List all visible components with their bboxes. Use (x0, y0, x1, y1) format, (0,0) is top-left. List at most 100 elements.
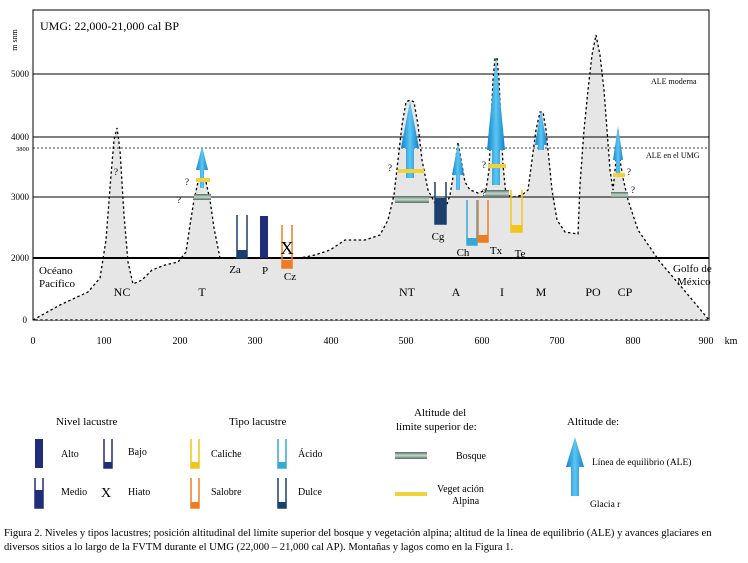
forest-limits (194, 190, 628, 203)
glacier-arrow-m (535, 110, 547, 150)
x-tick-300: 300 (248, 336, 263, 347)
legend-acido-fill (278, 462, 286, 468)
sea-right-line1: Golfo de (673, 263, 712, 275)
terrain-profile (30, 34, 711, 321)
glacier-arrow-t (196, 146, 208, 188)
question-mark: ? (388, 163, 392, 173)
lake-za-level (237, 250, 247, 258)
lake-tx-level (478, 235, 488, 242)
lake-te-level (511, 225, 522, 232)
legend-lake-type: Tipo lacustre Caliche Ácido Salobre Dulc… (190, 416, 322, 509)
forest-limit-i (485, 190, 509, 197)
x-tick-100: 100 (97, 336, 112, 347)
alpine-limit-nt (398, 169, 424, 173)
legend-dulce-fill (278, 502, 286, 508)
y-tick-0: 0 (23, 315, 28, 325)
x-tick-800: 800 (626, 336, 641, 347)
question-mark: ? (114, 167, 118, 177)
alpine-limit-i (488, 164, 506, 168)
mountain-label: I (500, 285, 504, 299)
question-mark: ? (627, 167, 631, 177)
x-unit: km (725, 336, 738, 347)
x-tick-400: 400 (324, 336, 339, 347)
x-tick-700: 700 (550, 336, 565, 347)
mountain-label: CP (618, 285, 633, 299)
y-axis-label: m snm (10, 28, 19, 50)
lake-cz-hiatus: X (281, 238, 294, 258)
legend-alpine-label2: Alpina (452, 496, 480, 507)
ale-lgm-label: ALE en el UMG (646, 151, 700, 160)
y-tick-5000: 5000 (11, 69, 30, 79)
legend-medio-fill (35, 490, 43, 508)
legend-alto-label: Alto (61, 449, 79, 460)
lake-label: Te (515, 248, 526, 260)
mountain-label: A (452, 285, 461, 299)
legend-salobre-label: Salobre (211, 487, 242, 498)
lake-ch-level (467, 238, 477, 245)
legend-lake-type-title: Tipo lacustre (229, 416, 286, 428)
lake-label: Za (229, 264, 241, 276)
lake-cg-level (435, 198, 446, 224)
legend-upper-limit-title2: límite superior de: (396, 421, 477, 433)
legend-upper-limit: Altitude del límite superior de: Bosque … (395, 407, 487, 507)
forest-limit-cp (611, 192, 628, 198)
legend-medio-label: Medio (61, 487, 87, 498)
y-tick-4000: 4000 (11, 132, 30, 142)
sea-left-line2: Pacífico (39, 278, 76, 290)
mountain-label: T (198, 285, 206, 299)
lgm-diagram: 5000 4000 3800 3000 2000 0 m snm 0 100 2… (10, 9, 738, 510)
legend-altitude-title: Altitude de: (567, 416, 619, 428)
y-tick-3800: 3800 (16, 146, 29, 153)
question-mark: ? (631, 185, 635, 195)
lake-label: Ch (457, 247, 470, 259)
figure-caption: Figura 2. Niveles y tipos lacustres; pos… (4, 528, 712, 553)
mountain-label: NC (114, 285, 131, 299)
legend-ale-label: Línea de equilibrio (ALE) (592, 457, 691, 468)
forest-limit-nt (395, 196, 429, 203)
legend-caliche-label: Caliche (211, 449, 242, 460)
lake-label: P (262, 265, 268, 277)
legend-alpine-label1: Veget ación (437, 484, 484, 495)
lake-symbols: X (236, 182, 523, 269)
x-tick-500: 500 (399, 336, 414, 347)
x-tick-200: 200 (173, 336, 188, 347)
legend-altitude: Altitude de: Línea de equilibrio (ALE) G… (566, 416, 691, 510)
legend-salobre-fill (191, 502, 199, 508)
question-mark: ? (177, 195, 181, 205)
legend-upper-limit-title1: Altitude del (414, 407, 466, 419)
uncertainty-marks: ? ? ? ? ? ? ? ? (114, 160, 635, 205)
alpine-limit-t (196, 178, 210, 182)
legend-bajo-label: Bajo (128, 447, 147, 458)
alpine-limit-cp (613, 173, 625, 177)
legend-forest-symbol (395, 452, 427, 459)
glacier-arrow-nt (401, 101, 419, 178)
lake-p-level (260, 216, 268, 258)
ale-modern-label: ALE moderna (651, 77, 697, 86)
lake-label: Tx (490, 245, 503, 257)
legend-alto-symbol (35, 439, 43, 468)
alpine-limits (196, 164, 625, 182)
lake-label: Cg (432, 231, 445, 243)
y-tick-3000: 3000 (11, 192, 30, 202)
lake-cz-level (282, 260, 292, 268)
legend-forest-label: Bosque (456, 451, 487, 462)
legend-hiato-symbol: X (101, 486, 111, 501)
legend-lake-level-title: Nivel lacustre (56, 416, 118, 428)
mountain-label: NT (399, 285, 416, 299)
glacier-arrow-i (487, 57, 505, 185)
glacier-arrows (196, 57, 623, 190)
mountain-label: M (536, 285, 547, 299)
lake-labels: Za P Cz Cg Ch Tx Te (229, 231, 525, 283)
legend-hiato-label: Hiato (128, 487, 150, 498)
x-tick-900: 900 (699, 336, 714, 347)
glacier-arrow-cp (613, 126, 623, 175)
question-mark: ? (482, 188, 486, 198)
legend-alpine-symbol (395, 492, 427, 496)
glacier-arrow-a (452, 143, 464, 190)
sea-right-line2: México (677, 276, 711, 288)
forest-limit-t (194, 194, 211, 200)
y-tick-2000: 2000 (11, 253, 30, 263)
legend-glacier-label: Glacia r (590, 500, 621, 510)
legend-acido-label: Ácido (298, 448, 322, 460)
question-mark: ? (185, 177, 189, 187)
